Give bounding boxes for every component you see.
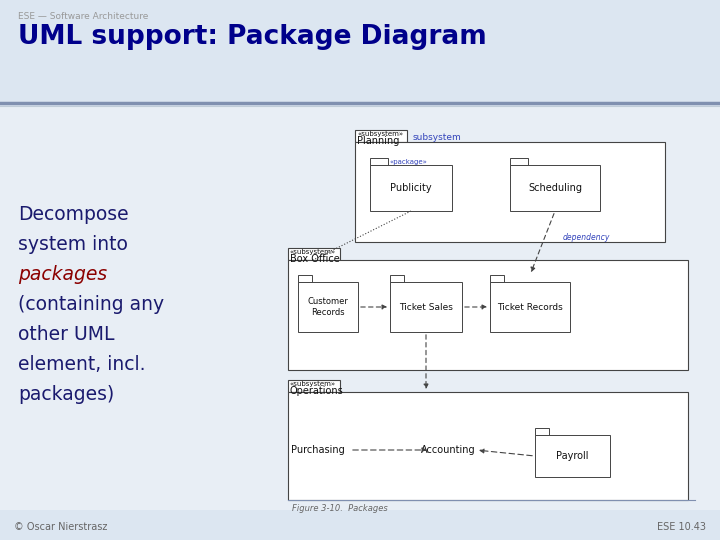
Text: Planning: Planning: [357, 136, 400, 146]
Text: subsystem: subsystem: [413, 133, 462, 142]
Text: packages: packages: [18, 265, 107, 284]
Text: Purchasing: Purchasing: [291, 445, 345, 455]
Bar: [298, 282, 358, 332]
Bar: [288, 392, 688, 500]
Text: ESE — Software Architecture: ESE — Software Architecture: [18, 12, 148, 21]
Text: UML support: Package Diagram: UML support: Package Diagram: [18, 24, 487, 50]
Text: Scheduling: Scheduling: [528, 183, 582, 193]
Text: «subsystem»: «subsystem»: [290, 249, 336, 255]
Text: element, incl.: element, incl.: [18, 355, 145, 374]
Bar: [355, 130, 407, 142]
Text: Decompose: Decompose: [18, 205, 129, 224]
Text: packages): packages): [18, 385, 114, 404]
Text: Publicity: Publicity: [390, 183, 432, 193]
Bar: [355, 142, 665, 242]
Text: dependency: dependency: [563, 233, 611, 242]
Bar: [288, 260, 688, 370]
Bar: [298, 275, 312, 282]
Bar: [288, 380, 340, 392]
Text: Customer
Records: Customer Records: [307, 297, 348, 317]
Text: Accounting: Accounting: [420, 445, 475, 455]
Text: Box Office: Box Office: [290, 254, 340, 264]
Text: Operations: Operations: [290, 386, 343, 396]
Bar: [510, 158, 528, 165]
Bar: [535, 428, 549, 435]
Bar: [370, 165, 452, 211]
Text: ESE 10.43: ESE 10.43: [657, 522, 706, 532]
Text: «package»: «package»: [390, 159, 428, 165]
Bar: [490, 282, 570, 332]
Bar: [370, 158, 388, 165]
Text: other UML: other UML: [18, 325, 114, 344]
Bar: [390, 282, 462, 332]
Text: Payroll: Payroll: [557, 451, 589, 461]
Bar: [490, 275, 504, 282]
Text: «subsystem»: «subsystem»: [357, 131, 403, 137]
Text: © Oscar Nierstrasz: © Oscar Nierstrasz: [14, 522, 107, 532]
Bar: [535, 435, 610, 477]
Text: Ticket Sales: Ticket Sales: [399, 302, 453, 312]
Text: (containing any: (containing any: [18, 295, 164, 314]
Text: Figure 3-10.  Packages: Figure 3-10. Packages: [292, 504, 388, 513]
Text: Ticket Records: Ticket Records: [497, 302, 563, 312]
Bar: [510, 165, 600, 211]
Bar: [0, 106, 720, 510]
Bar: [0, 510, 720, 540]
Bar: [288, 248, 340, 260]
Text: «subsystem»: «subsystem»: [290, 381, 336, 387]
Bar: [390, 275, 404, 282]
Text: system into: system into: [18, 235, 128, 254]
